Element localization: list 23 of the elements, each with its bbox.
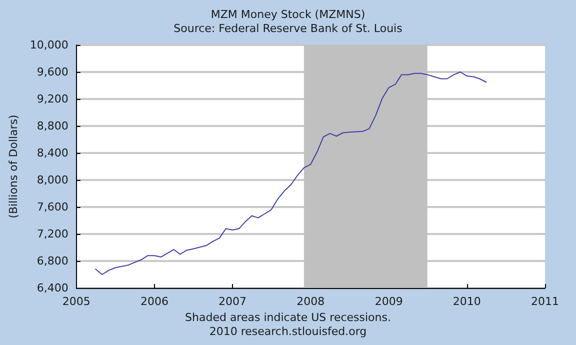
y-tick-label: 6,400	[36, 282, 68, 294]
x-tick-label: 2008	[296, 295, 325, 308]
chart-title: MZM Money Stock (MZMNS)	[210, 8, 366, 21]
text: 2010 research.stlouisfed.org	[209, 325, 367, 338]
y-tick-label: 9,600	[36, 66, 68, 78]
x-tick-label: 2006	[140, 295, 168, 308]
y-tick-label: 8,400	[36, 146, 68, 160]
y-tick-label: 7,600	[36, 200, 68, 214]
x-tick-label: 2011	[531, 295, 559, 308]
x-tick-label: 2009	[374, 295, 403, 308]
x-tick-label: 2007	[218, 295, 247, 308]
x-tick-label: 2010	[452, 295, 481, 308]
line-series	[95, 72, 487, 275]
y-tick-label: 7,200	[36, 228, 68, 240]
y-tick-label: 8,000	[36, 174, 68, 186]
x-tick-label: 2005	[62, 295, 90, 308]
y-axis-title: (Billions of Dollars)	[7, 114, 20, 218]
y-tick-label: 10,000	[30, 38, 68, 52]
y-tick-label: 6,800	[36, 254, 68, 268]
y-tick-label: 9,200	[36, 92, 68, 106]
text: Shaded areas indicate US recessions.	[185, 311, 391, 324]
y-tick-label: 8,800	[36, 120, 68, 132]
chart-subtitle: Source: Federal Reserve Bank of St. Louis	[174, 22, 403, 35]
